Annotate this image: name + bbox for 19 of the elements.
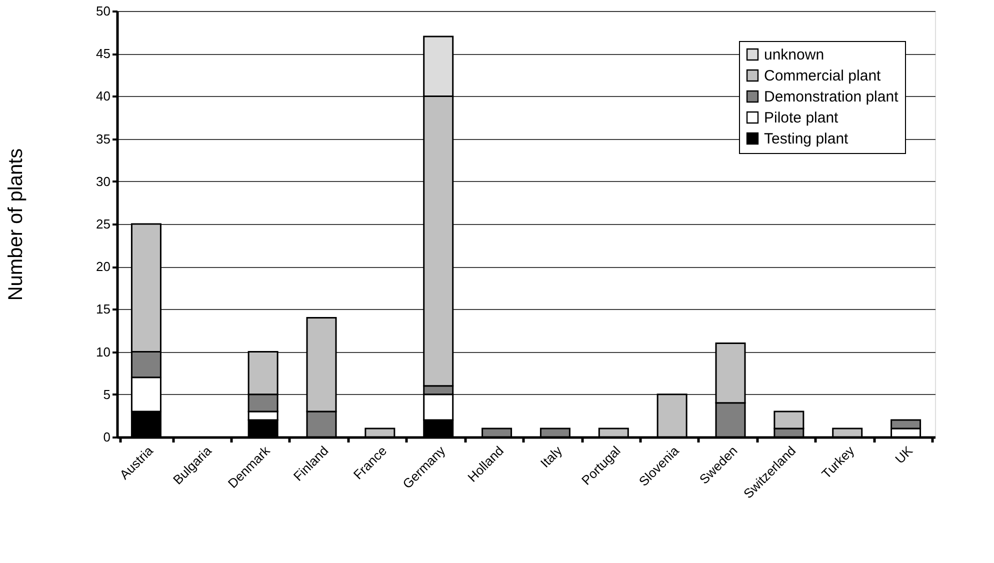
x-tick-label: UK: [892, 442, 916, 466]
y-tick-label: 20: [96, 259, 110, 274]
legend-label: Commercial plant: [764, 68, 882, 84]
legend-label: unknown: [764, 46, 824, 64]
y-tick-label: 40: [96, 88, 110, 104]
x-tick-label: Italy: [537, 442, 566, 471]
y-tick-label: 35: [96, 131, 110, 146]
y-tick-label: 25: [96, 216, 110, 232]
y-tick-label: 50: [96, 4, 110, 18]
y-tick-label: 5: [103, 386, 110, 402]
y-tick-label: 10: [96, 344, 110, 360]
legend-label: Pilote plant: [764, 110, 840, 126]
legend-label: Demonstration plant: [764, 88, 900, 106]
y-tick-label: 15: [96, 302, 110, 317]
y-tick-label: 30: [96, 174, 110, 189]
y-tick-label: 45: [96, 46, 110, 62]
legend-label: Testing plant: [764, 130, 850, 148]
y-tick-label: 0: [103, 430, 110, 444]
y-axis-title: Number of plants: [5, 148, 28, 301]
